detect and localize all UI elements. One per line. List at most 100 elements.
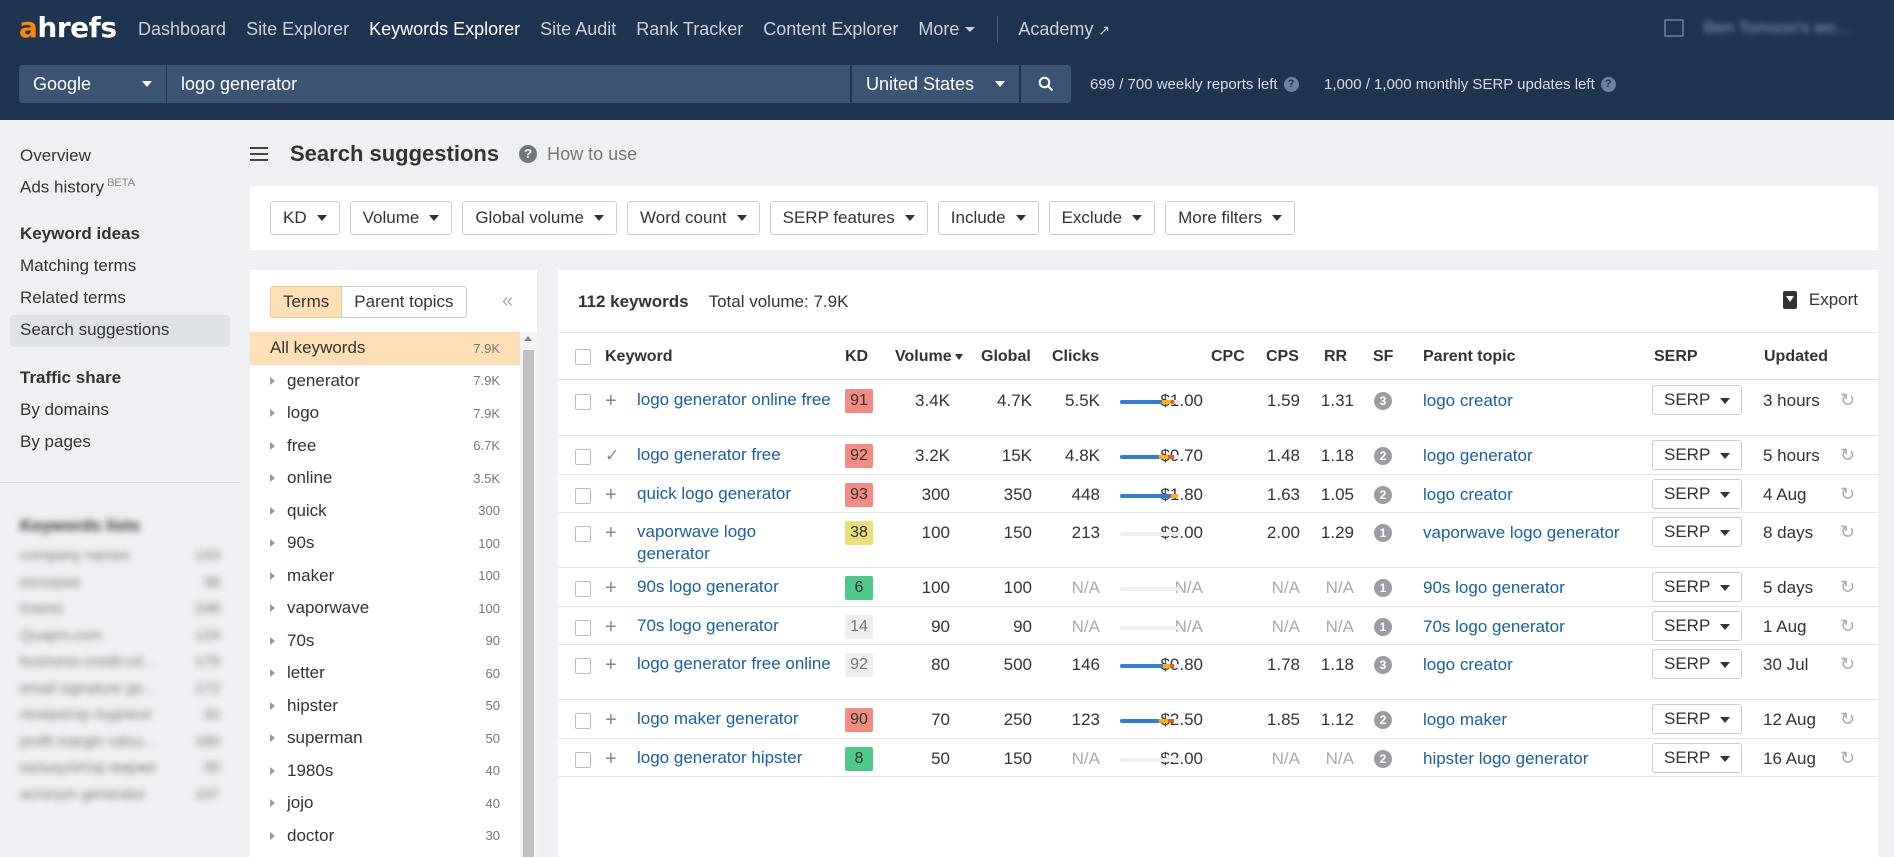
parent-topic-link[interactable]: logo maker [1423, 710, 1508, 729]
country-select[interactable]: United States [852, 65, 1019, 103]
col-cpc[interactable]: CPC [1211, 348, 1245, 365]
list-item-term[interactable]: generator 7.9K [250, 365, 520, 398]
help-icon[interactable]: ? [1600, 77, 1616, 92]
list-item-term[interactable]: 90s 100 [250, 527, 520, 560]
select-all-checkbox[interactable] [575, 349, 591, 365]
sidebar-item-ads-history[interactable]: Ads history BETA [20, 177, 135, 198]
col-parent-topic[interactable]: Parent topic [1423, 348, 1516, 365]
keywords-list-item[interactable]: business-credit-cd... 179 [20, 653, 220, 673]
col-sf[interactable]: SF [1373, 348, 1394, 365]
sidebar-item-related-terms[interactable]: Related terms [20, 288, 126, 307]
refresh-icon[interactable]: ↻ [1840, 615, 1856, 636]
keywords-list-item[interactable]: генератор подписи 32 [20, 706, 220, 726]
col-updated[interactable]: Updated [1764, 348, 1828, 365]
list-item-term[interactable]: online 3.5K [250, 462, 520, 495]
refresh-icon[interactable]: ↻ [1840, 445, 1856, 465]
add-to-list-icon[interactable]: + [605, 390, 617, 412]
parent-topic-link[interactable]: logo creator [1423, 655, 1513, 674]
keyword-link[interactable]: logo generator free online [637, 654, 831, 673]
parent-topic-link[interactable]: logo creator [1423, 484, 1513, 504]
list-item-term[interactable]: free 6.7K [250, 430, 520, 463]
sidebar-item-search-suggestions[interactable]: Search suggestions [20, 320, 170, 339]
refresh-icon[interactable]: ↻ [1840, 390, 1856, 410]
list-item-term[interactable]: jojo 40 [250, 787, 520, 820]
collapse-panel-icon[interactable]: « [502, 290, 514, 312]
col-volume[interactable]: Volume [895, 348, 963, 366]
keywords-list-item[interactable]: калькулятор маржи 30 [20, 759, 220, 779]
help-icon[interactable]: ? [1283, 77, 1299, 92]
sidebar-item-by-pages[interactable]: By pages [20, 432, 91, 451]
nav-item-keywords-explorer[interactable]: Keywords Explorer [369, 18, 521, 39]
serp-dropdown[interactable]: SERP [1652, 610, 1742, 641]
add-to-list-icon[interactable]: + [605, 747, 617, 770]
serp-dropdown[interactable]: SERP [1652, 478, 1742, 509]
row-checkbox[interactable] [575, 713, 591, 729]
row-checkbox[interactable] [575, 394, 591, 410]
terms-scrollbar[interactable] [520, 332, 537, 857]
col-cps[interactable]: CPS [1266, 348, 1299, 365]
keyword-link[interactable]: vaporwave logo generator [637, 522, 757, 563]
keyword-link[interactable]: 90s logo generator [637, 577, 779, 596]
list-item-term[interactable]: quick 300 [250, 495, 520, 528]
scrollbar-thumb[interactable] [523, 350, 534, 857]
add-to-list-icon[interactable]: + [605, 522, 617, 544]
col-keyword[interactable]: Keyword [605, 348, 673, 365]
row-checkbox[interactable] [575, 526, 591, 542]
tab-terms[interactable]: Terms [270, 286, 343, 318]
list-item-term[interactable]: 70s 90 [250, 625, 520, 658]
add-to-list-icon[interactable]: + [605, 577, 617, 599]
row-checkbox[interactable] [575, 658, 591, 674]
parent-topic-link[interactable]: logo creator [1423, 391, 1513, 410]
ahrefs-logo[interactable]: ahrefs [19, 11, 117, 44]
keywords-list-item[interactable]: Insess 248 [20, 600, 220, 620]
nav-item-academy[interactable]: Academy ↗ [1018, 19, 1110, 40]
list-item-term[interactable]: letter 60 [250, 657, 520, 690]
row-checkbox[interactable] [575, 751, 591, 768]
add-to-list-icon[interactable]: + [605, 709, 617, 731]
filter-word-count[interactable]: Word count [627, 201, 760, 235]
row-checkbox[interactable] [575, 619, 591, 636]
list-item-term[interactable]: logo 7.9K [250, 397, 520, 430]
serp-dropdown[interactable]: SERP [1652, 704, 1742, 734]
refresh-icon[interactable]: ↻ [1840, 709, 1856, 729]
list-item-term[interactable]: doctor 30 [250, 820, 520, 853]
keywords-list-item[interactable]: escorpse 38 [20, 574, 220, 594]
filter-kd[interactable]: KD [270, 201, 340, 235]
refresh-icon[interactable]: ↻ [1840, 654, 1856, 674]
col-kd[interactable]: KD [845, 348, 869, 365]
nav-item-more[interactable]: More [918, 19, 976, 40]
keywords-list-item[interactable]: Quaprs.com 124 [20, 627, 220, 647]
list-item-term[interactable]: 1980s 40 [250, 755, 520, 788]
search-engine-select[interactable]: Google [19, 65, 166, 103]
add-to-list-icon[interactable]: + [605, 615, 617, 638]
list-item-term[interactable]: hipster 50 [250, 690, 520, 723]
nav-item-rank-tracker[interactable]: Rank Tracker [636, 18, 744, 39]
list-item-term[interactable]: superman 50 [250, 722, 520, 755]
keyword-link[interactable]: logo generator online free [637, 390, 831, 409]
serp-dropdown[interactable]: SERP [1652, 649, 1742, 679]
sidebar-item-matching-terms[interactable]: Matching terms [20, 256, 137, 275]
add-to-list-icon[interactable]: + [605, 654, 617, 676]
col-clicks[interactable]: Clicks [1052, 348, 1100, 365]
parent-topic-link[interactable]: logo generator [1423, 446, 1533, 465]
menu-icon[interactable] [250, 143, 268, 165]
row-checkbox[interactable] [575, 581, 591, 597]
filter-serp-features[interactable]: SERP features [769, 201, 928, 235]
keyword-link[interactable]: 70s logo generator [637, 615, 779, 635]
added-check-icon[interactable]: ✓ [605, 446, 620, 465]
serp-dropdown[interactable]: SERP [1652, 517, 1742, 547]
row-checkbox[interactable] [575, 487, 591, 504]
filter-include[interactable]: Include [937, 201, 1039, 235]
parent-topic-link[interactable]: hipster logo generator [1423, 748, 1589, 768]
export-button[interactable]: Export [1782, 290, 1858, 310]
nav-item-content-explorer[interactable]: Content Explorer [763, 18, 899, 39]
keyword-link[interactable]: logo generator hipster [637, 747, 803, 767]
keywords-list-item[interactable]: email signature ge... 172 [20, 680, 220, 700]
scroll-up-arrow-icon[interactable] [524, 336, 532, 341]
sidebar-item-overview[interactable]: Overview [20, 146, 91, 165]
keyword-link[interactable]: logo maker generator [637, 709, 799, 728]
account-menu[interactable]: Ben Tomson's wo... [1664, 18, 1850, 38]
keywords-list-item[interactable]: profit margin calcu... 180 [20, 733, 220, 753]
col-global[interactable]: Global [981, 348, 1031, 365]
nav-item-site-explorer[interactable]: Site Explorer [246, 18, 350, 39]
